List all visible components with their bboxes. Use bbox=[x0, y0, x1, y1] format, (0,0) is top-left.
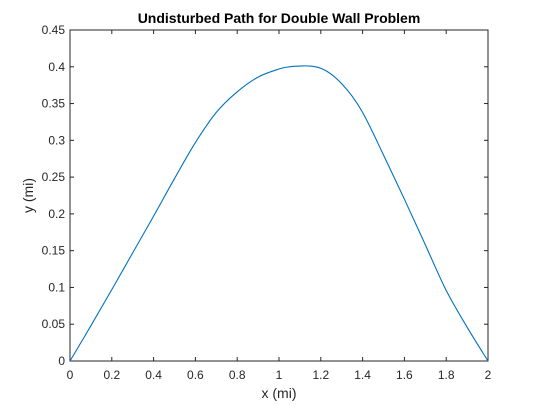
y-tick-label: 0.35 bbox=[42, 97, 66, 111]
y-tick-label: 0.4 bbox=[48, 60, 65, 74]
y-tick-label: 0.25 bbox=[42, 170, 66, 184]
x-tick-label: 0.6 bbox=[187, 368, 204, 382]
x-tick-labels: 0 0.2 0.4 0.6 0.8 1 1.2 1.4 1.6 1.8 2 bbox=[67, 368, 492, 382]
x-tick-label: 1.4 bbox=[354, 368, 371, 382]
data-line bbox=[69, 65, 489, 362]
y-tick-label: 0.05 bbox=[42, 317, 66, 331]
x-tick-label: 2 bbox=[485, 368, 492, 382]
x-tick-label: 0.8 bbox=[229, 368, 246, 382]
axis-ticks bbox=[69, 29, 489, 362]
chart-title: Undisturbed Path for Double Wall Problem bbox=[138, 10, 421, 26]
axes-box bbox=[69, 29, 489, 362]
y-tick-label: 0.2 bbox=[48, 207, 65, 221]
x-tick-label: 0.4 bbox=[145, 368, 162, 382]
x-tick-label: 0 bbox=[67, 368, 74, 382]
x-axis-label: x (mi) bbox=[262, 385, 297, 401]
y-tick-label: 0.45 bbox=[42, 23, 66, 37]
x-tick-label: 0.2 bbox=[103, 368, 120, 382]
x-tick-label: 1 bbox=[276, 368, 283, 382]
y-tick-label: 0.1 bbox=[48, 280, 65, 294]
x-tick-label: 1.8 bbox=[438, 368, 455, 382]
y-tick-label: 0.15 bbox=[42, 244, 66, 258]
x-tick-label: 1.2 bbox=[312, 368, 329, 382]
y-axis-label: y (mi) bbox=[20, 178, 36, 213]
x-tick-label: 1.6 bbox=[396, 368, 413, 382]
y-tick-label: 0.3 bbox=[48, 133, 65, 147]
y-tick-labels: 0 0.05 0.1 0.15 0.2 0.25 0.3 0.35 0.4 0.45 bbox=[42, 23, 66, 368]
y-tick-label: 0 bbox=[58, 354, 65, 368]
